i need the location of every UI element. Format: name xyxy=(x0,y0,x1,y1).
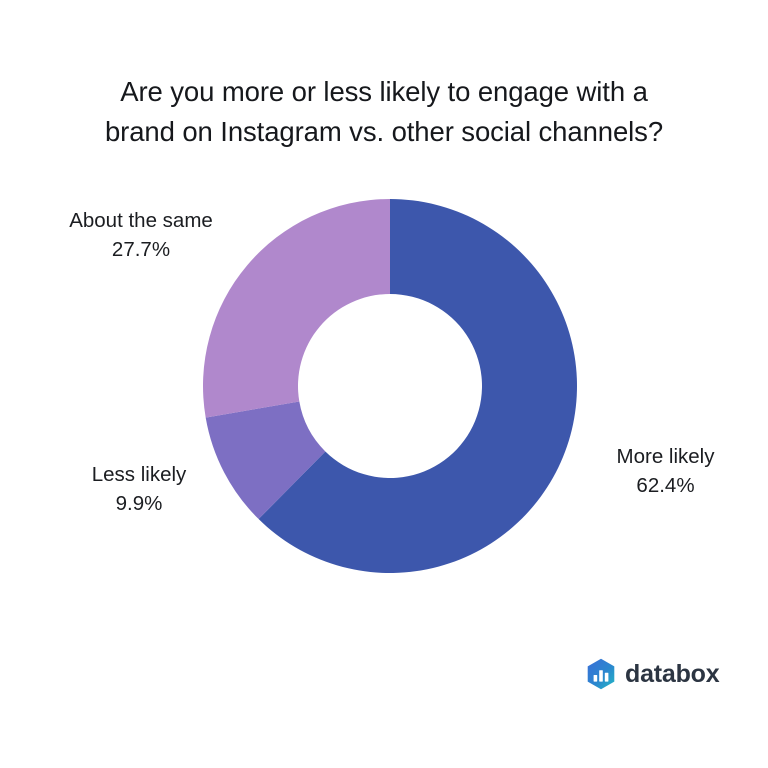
slice-label-less-likely-value: 9.9% xyxy=(115,492,163,515)
slice-label-about-the-same-name: About the same xyxy=(69,209,213,232)
databox-wordmark: databox xyxy=(625,659,720,688)
slice-label-about-the-same-value: 27.7% xyxy=(111,238,171,261)
slice-label-more-likely-name: More likely xyxy=(616,445,715,468)
databox-logo: databox xyxy=(586,658,720,690)
chart-title-line-2: brand on Instagram vs. other social chan… xyxy=(104,116,664,147)
databox-hexagon-bars-icon xyxy=(587,658,615,690)
chart-title-line-1: Are you more or less likely to engage wi… xyxy=(120,76,648,107)
slice-label-more-likely-value: 62.4% xyxy=(636,474,695,497)
slice-label-more-likely: More likely 62.4% xyxy=(588,442,743,500)
slice-label-less-likely: Less likely 9.9% xyxy=(64,460,214,518)
donut-slice-more-likely[interactable] xyxy=(258,199,577,573)
donut-slice-about-the-same[interactable] xyxy=(202,199,390,418)
slice-label-less-likely-name: Less likely xyxy=(91,463,187,486)
donut-slice-less-likely[interactable] xyxy=(205,401,326,520)
donut-slice-group xyxy=(202,199,577,573)
slice-label-about-the-same: About the same 27.7% xyxy=(46,206,236,264)
chart-title: Are you more or less likely to engage wi… xyxy=(64,72,704,152)
